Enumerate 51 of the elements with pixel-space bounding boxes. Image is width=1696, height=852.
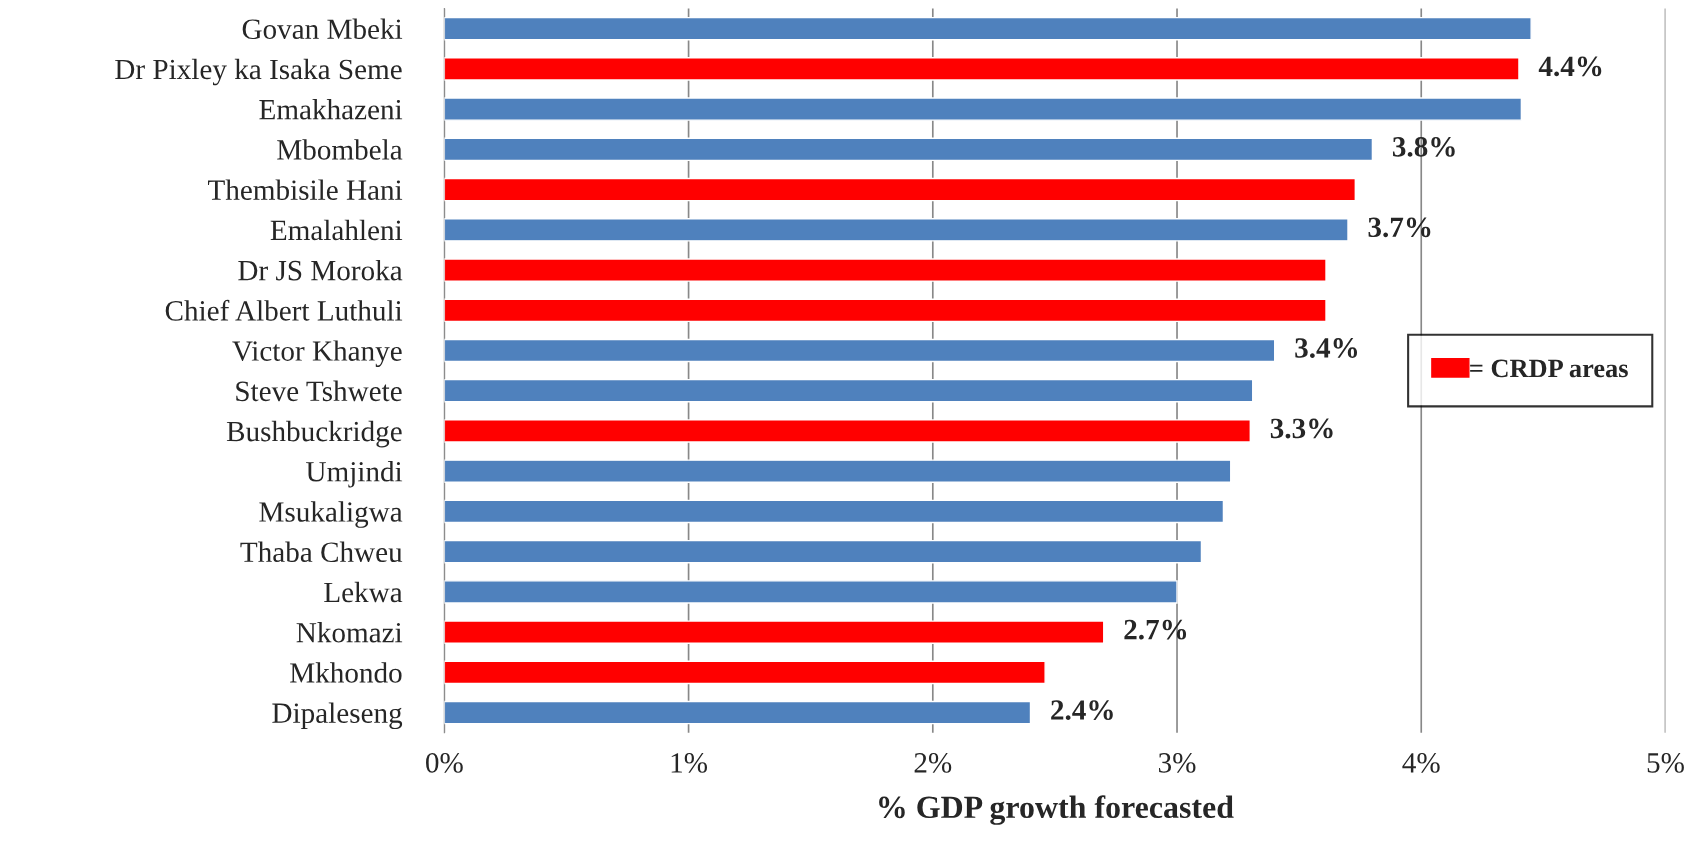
bar [444, 177, 1357, 202]
y-tick-label: Mbombela [277, 139, 403, 160]
y-tick-label: Dr Pixley ka Isaka Seme [115, 58, 402, 86]
bar [444, 419, 1251, 443]
bar [444, 499, 1225, 524]
y-tick-label: Mkhondo [290, 662, 402, 683]
data-label: 3.8% [1392, 136, 1455, 157]
bar [444, 218, 1349, 242]
bar [444, 660, 1046, 685]
y-tick-label: Thaba Chweu [240, 541, 403, 563]
bar [444, 57, 1520, 81]
bar [444, 580, 1178, 604]
y-tick-label: Bushbuckridge [226, 420, 402, 448]
data-label: 3.3% [1270, 418, 1333, 439]
y-tick-label: Thembisile Hani [208, 179, 403, 200]
y-tick-label: Emakhazeni [259, 98, 403, 120]
x-tick-label: 4% [1402, 753, 1440, 773]
y-tick-label: Govan Mbeki [242, 18, 403, 40]
data-label: 4.4% [1538, 56, 1602, 77]
data-label: 3.7% [1368, 217, 1431, 238]
y-tick-label: Msukaligwa [259, 501, 403, 528]
bar [444, 700, 1032, 725]
x-tick-label: 2% [914, 753, 952, 773]
bar [444, 16, 1532, 41]
y-tick-label: Steve Tshwete [236, 380, 402, 402]
bar [444, 378, 1254, 403]
y-tick-label: Nkomazi [296, 622, 403, 643]
y-tick-label: Chief Albert Luthuli [165, 299, 403, 321]
bar [444, 97, 1523, 121]
bar [444, 620, 1105, 644]
y-tick-label: Umjindi [306, 461, 403, 488]
bar [444, 539, 1203, 564]
y-tick-label: Emalahleni [270, 219, 403, 241]
x-tick-label: 1% [671, 753, 708, 773]
bar [444, 298, 1327, 323]
x-axis-title: % GDP growth forecasted [879, 795, 1234, 825]
data-label: 2.7% [1124, 619, 1187, 640]
bar [444, 137, 1374, 162]
legend-label: = CRDP areas [1470, 359, 1628, 378]
y-tick-label: Victor Khanye [232, 340, 402, 367]
data-label: 2.4% [1051, 700, 1113, 721]
y-tick-label: Dr JS Moroka [238, 259, 403, 281]
bar [444, 338, 1276, 363]
bar [444, 459, 1232, 483]
y-tick-label: Lekwa [324, 581, 403, 603]
x-tick-label: 5% [1647, 753, 1684, 773]
x-tick-label: 0% [426, 753, 463, 773]
x-tick-label: 3% [1158, 753, 1196, 773]
data-label: 3.4% [1295, 338, 1358, 358]
bar [444, 258, 1327, 282]
y-tick-label: Dipaleseng [272, 702, 403, 730]
